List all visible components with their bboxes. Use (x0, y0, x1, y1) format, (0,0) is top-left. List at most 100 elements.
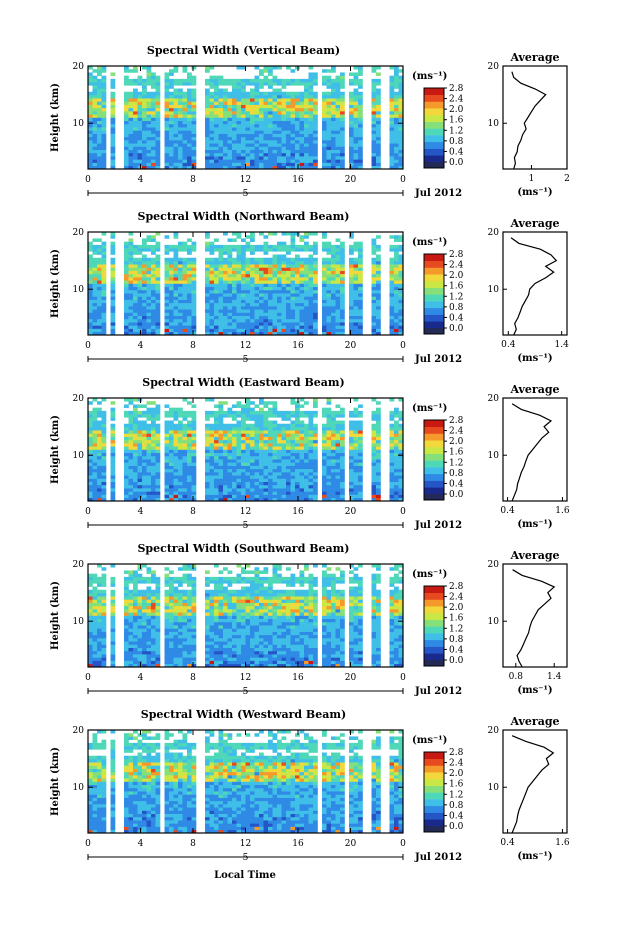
heatmap-cell (268, 306, 273, 310)
heatmap-cell (349, 296, 354, 300)
heatmap-cell (254, 449, 260, 454)
heatmap-cell (155, 443, 161, 447)
heatmap-cell (340, 423, 345, 428)
heatmap-cell (164, 78, 170, 83)
heatmap-cell (146, 289, 152, 294)
heatmap-cell (164, 127, 170, 131)
heatmap-cell (394, 248, 399, 252)
heatmap-cell (290, 149, 296, 154)
heatmap-cell (349, 459, 354, 463)
heatmap-cell (209, 488, 215, 492)
heatmap-cell (313, 143, 318, 147)
heatmap-cell (178, 273, 183, 278)
heatmap-cell (304, 426, 309, 431)
heatmap-cell (281, 107, 287, 112)
heatmap-cell (394, 114, 399, 118)
heatmap-cell (205, 101, 210, 105)
heatmap-cell (97, 286, 102, 291)
heatmap-cell (133, 165, 138, 170)
heatmap-cell (277, 78, 282, 83)
heatmap-cell (110, 136, 116, 141)
heatmap-cell (304, 162, 309, 167)
heatmap-cell (236, 277, 242, 281)
heatmap-cell (304, 232, 309, 236)
heatmap-cell (335, 260, 341, 265)
heatmap-cell (142, 315, 147, 320)
heatmap-cell (358, 120, 363, 125)
heatmap-cell (281, 267, 287, 271)
heatmap-cell (187, 146, 192, 150)
heatmap-cell (223, 133, 228, 138)
heatmap-cell (164, 410, 170, 415)
heatmap-cell (88, 277, 93, 281)
heatmap-cell (376, 286, 381, 291)
heatmap-cell (146, 130, 152, 134)
heatmap-cell (250, 472, 255, 476)
heatmap-cell (209, 152, 215, 157)
heatmap-cell (259, 257, 264, 262)
heatmap-cell (331, 107, 336, 112)
heatmap-cell (146, 159, 152, 163)
heatmap-cell (173, 455, 179, 460)
heatmap-cell (164, 277, 170, 281)
heatmap-cell (173, 439, 179, 444)
heatmap-cell (187, 280, 192, 284)
heatmap-cell (326, 465, 332, 470)
heatmap-cell (304, 481, 309, 486)
heatmap-cell (335, 468, 341, 473)
heatmap-cell (236, 459, 242, 463)
heatmap-cell (142, 410, 147, 415)
heatmap-cell (151, 257, 156, 262)
heatmap-cell (142, 91, 147, 96)
heatmap-cell (263, 401, 269, 405)
heatmap-cell (299, 277, 305, 281)
heatmap-cell (389, 101, 395, 105)
heatmap-cell (110, 72, 116, 76)
heatmap-cell (349, 232, 354, 236)
heatmap-cell (227, 264, 233, 268)
heatmap-cell (205, 264, 210, 268)
heatmap-cell (164, 325, 170, 329)
heatmap-cell (218, 484, 224, 489)
heatmap-cell (151, 273, 156, 278)
heatmap-cell (358, 104, 363, 109)
heatmap-cell (326, 494, 332, 499)
heatmap-cell (308, 149, 314, 154)
heatmap-cell (254, 497, 260, 502)
heatmap-cell (209, 165, 215, 170)
heatmap-cell (124, 244, 129, 249)
colorbar-tick-label: 2.8 (449, 84, 464, 94)
heatmap-cell (358, 273, 363, 278)
heatmap-cell (254, 302, 260, 307)
heatmap-cell (223, 465, 228, 470)
heatmap-cell (286, 114, 291, 118)
heatmap-cell (232, 455, 237, 460)
heatmap-cell (349, 120, 354, 125)
heatmap-cell (173, 257, 179, 262)
heatmap-cell (299, 325, 305, 329)
heatmap-cell (277, 156, 282, 160)
heatmap-cell (151, 494, 156, 499)
colorbar-underflow (424, 328, 444, 334)
heatmap-cell (178, 302, 183, 307)
heatmap-cell (173, 123, 179, 128)
heatmap-cell (92, 140, 98, 144)
heatmap-cell (97, 277, 102, 281)
heatmap-cell (133, 162, 138, 167)
heatmap-cell (110, 123, 116, 128)
heatmap-cell (331, 260, 336, 265)
heatmap-cell (376, 312, 381, 316)
heatmap-cell (205, 398, 210, 402)
heatmap-cell (124, 117, 129, 122)
heatmap-cell (281, 162, 287, 167)
heatmap-cell (169, 325, 174, 329)
heatmap-cell (313, 264, 318, 268)
heatmap-cell (349, 309, 354, 313)
heatmap-cell (92, 286, 98, 291)
heatmap-cell (209, 459, 215, 463)
heatmap-cell (241, 149, 246, 154)
heatmap-cell (101, 423, 107, 428)
heatmap-cell (340, 322, 345, 326)
heatmap-cell (173, 468, 179, 473)
heatmap-cell (178, 331, 183, 336)
